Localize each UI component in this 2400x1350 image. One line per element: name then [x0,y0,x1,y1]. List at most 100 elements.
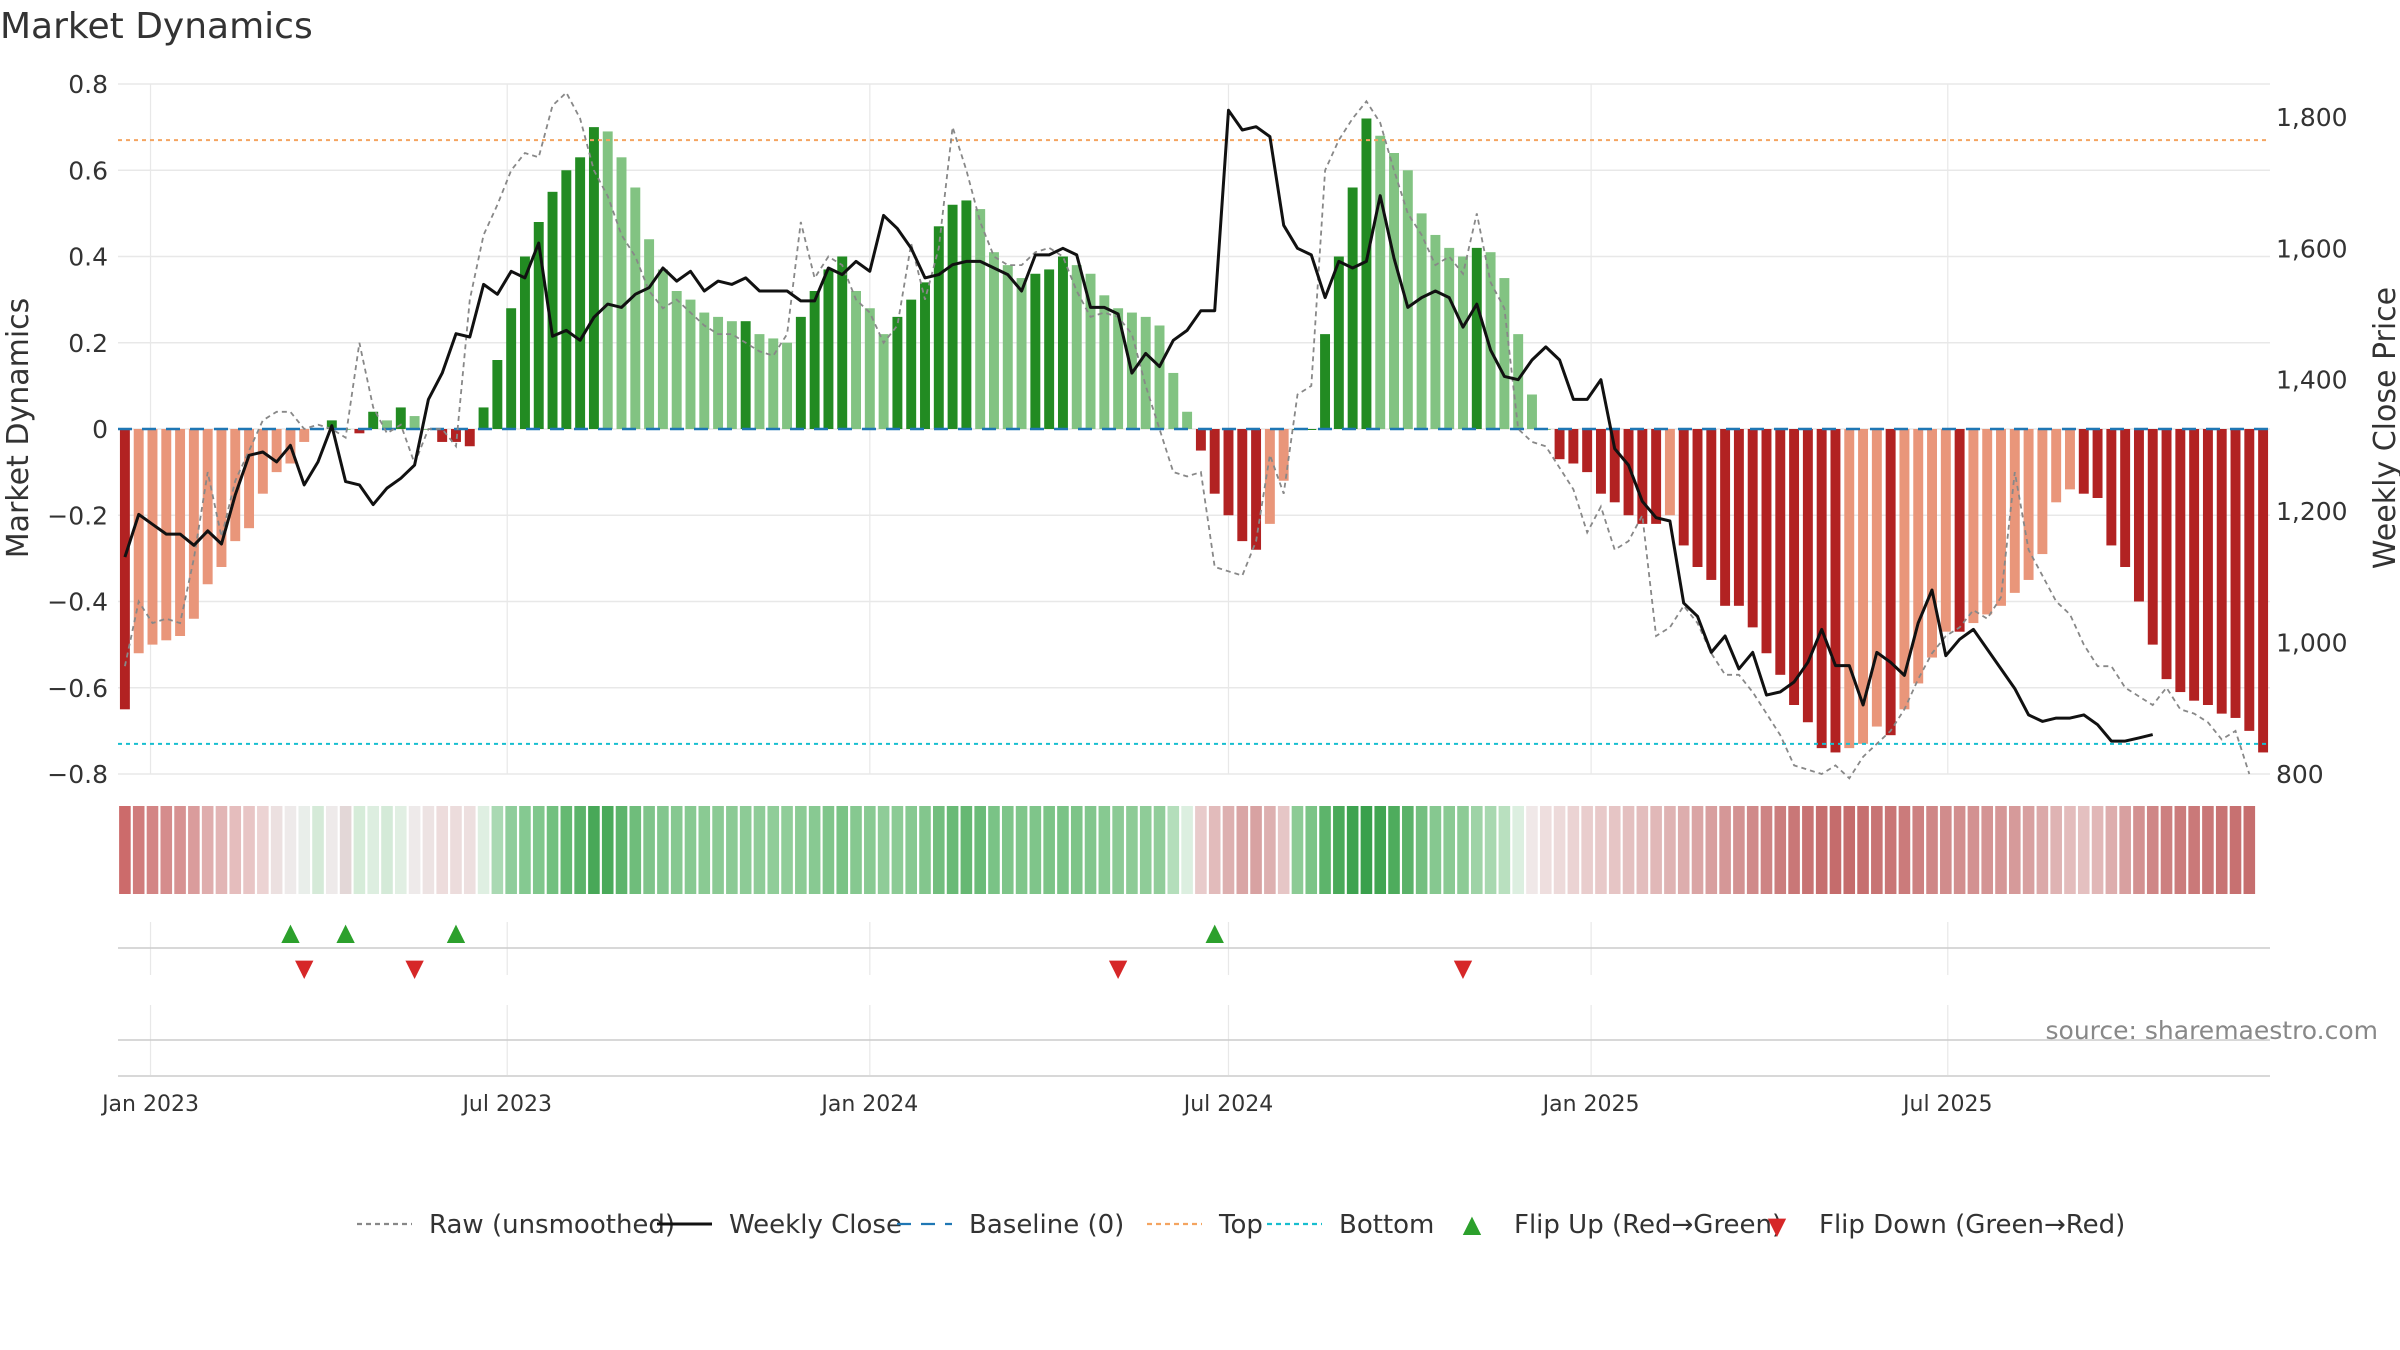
flip-down-marker: ▼ [1454,954,1473,982]
dynamics-bar [2147,429,2158,645]
dynamics-bar [1637,429,1648,524]
strip-cell [2105,806,2118,894]
strip-cell [1222,806,1235,894]
dynamics-bar [933,226,944,429]
strip-cell [450,806,462,894]
dynamics-bar [1733,429,1744,606]
strip-cell [463,806,476,894]
dynamics-bar [1099,295,1110,429]
dynamics-bar [1030,273,1041,429]
strip-cell [491,806,504,894]
dynamics-bar [1416,213,1427,429]
dynamics-bar [147,429,158,645]
strip-cell [1402,806,1414,894]
dynamics-bar [2037,429,2048,555]
dynamics-bar [864,308,875,429]
strip-cell [1250,806,1262,894]
dynamics-bar [175,429,186,636]
dynamics-bar [989,252,999,429]
dynamics-bar [1016,278,1027,429]
strip-cell [1788,806,1800,894]
strip-cell [339,806,352,894]
dynamics-bar [2009,429,2020,593]
strip-cell [2215,806,2228,894]
flip-markers-panel: ▲ ▲ ▲ ▲ ▼ ▼ ▼ ▼ [118,918,2270,982]
dynamics-bar [1389,153,1399,429]
dynamics-bar [1664,429,1675,516]
dynamics-bar [1968,429,1979,624]
dynamics-bar [1996,429,2006,606]
dynamics-bar [1057,256,1068,429]
dynamics-bar [1816,429,1827,749]
y-tick-label: 0.6 [68,156,108,185]
dynamics-bar [1747,429,1758,628]
strip-cell [174,806,186,894]
strip-cell [1829,806,1842,894]
strip-cell [1608,806,1621,894]
strip-cell [1001,806,1014,894]
strip-cell [1898,806,1911,894]
dynamics-bar [1885,429,1896,736]
strip-cell [615,806,628,894]
right-axis-ticks: 1,800 1,600 1,400 1,200 1,000 800 [2276,103,2348,789]
dynamics-bar [975,209,986,429]
strip-cell [684,806,697,894]
strip-cell [132,806,145,894]
strip-cell [1333,806,1345,894]
dynamics-bar [2189,429,2200,701]
strip-cell [1940,806,1952,894]
dynamics-bar [202,429,213,585]
strip-cell [726,806,738,894]
strip-cell [2243,806,2256,894]
strip-cell [905,806,917,894]
strip-cell [1926,806,1938,894]
strip-cell [477,806,490,894]
dynamics-bar [368,411,379,429]
strip-cell [257,806,269,894]
dynamics-bar [1568,429,1579,464]
dynamics-bar [216,429,227,567]
dynamics-bar [382,420,392,429]
strip-cell [1360,806,1373,894]
dynamics-bar [878,334,889,429]
strip-cell [229,806,242,894]
dynamics-bar [1458,256,1468,429]
strip-cell [2077,806,2090,894]
strip-cell [1484,806,1497,894]
strip-cell [946,806,959,894]
strip-cell [2202,806,2214,894]
color-strip [119,806,2256,894]
strip-cell [532,806,545,894]
dynamics-bar [1154,325,1165,429]
x-tick-label: Jan 2025 [1541,1092,1640,1117]
dynamics-bar [782,342,793,429]
dynamics-bar [1361,118,1372,429]
dynamics-bar [395,407,406,429]
dynamics-bar [1251,429,1262,550]
dynamics-bar [671,291,682,429]
strip-cell [353,806,366,894]
dynamics-bar [1237,429,1248,542]
strip-cell [1415,806,1428,894]
y2-tick-label: 1,400 [2276,366,2348,395]
dynamics-bar [602,131,613,429]
dynamics-bar [2120,429,2131,567]
strip-cell [1181,806,1193,894]
empty-panel [118,1005,2270,1077]
dynamics-bar [2106,429,2117,546]
dynamics-bar [1430,234,1441,429]
strip-cell [1512,806,1524,894]
strip-cell [1912,806,1925,894]
dynamics-bar [409,416,420,429]
strip-cell [767,806,780,894]
strip-cell [2160,806,2173,894]
dynamics-bar [1954,429,1965,632]
strip-cell [1126,806,1138,894]
flip-up-marker: ▲ [447,918,466,946]
y-tick-label: 0 [92,415,108,444]
dynamics-bar [1692,429,1703,567]
strip-cell [1677,806,1690,894]
strip-cell [1526,806,1538,894]
strip-cell [326,806,338,894]
